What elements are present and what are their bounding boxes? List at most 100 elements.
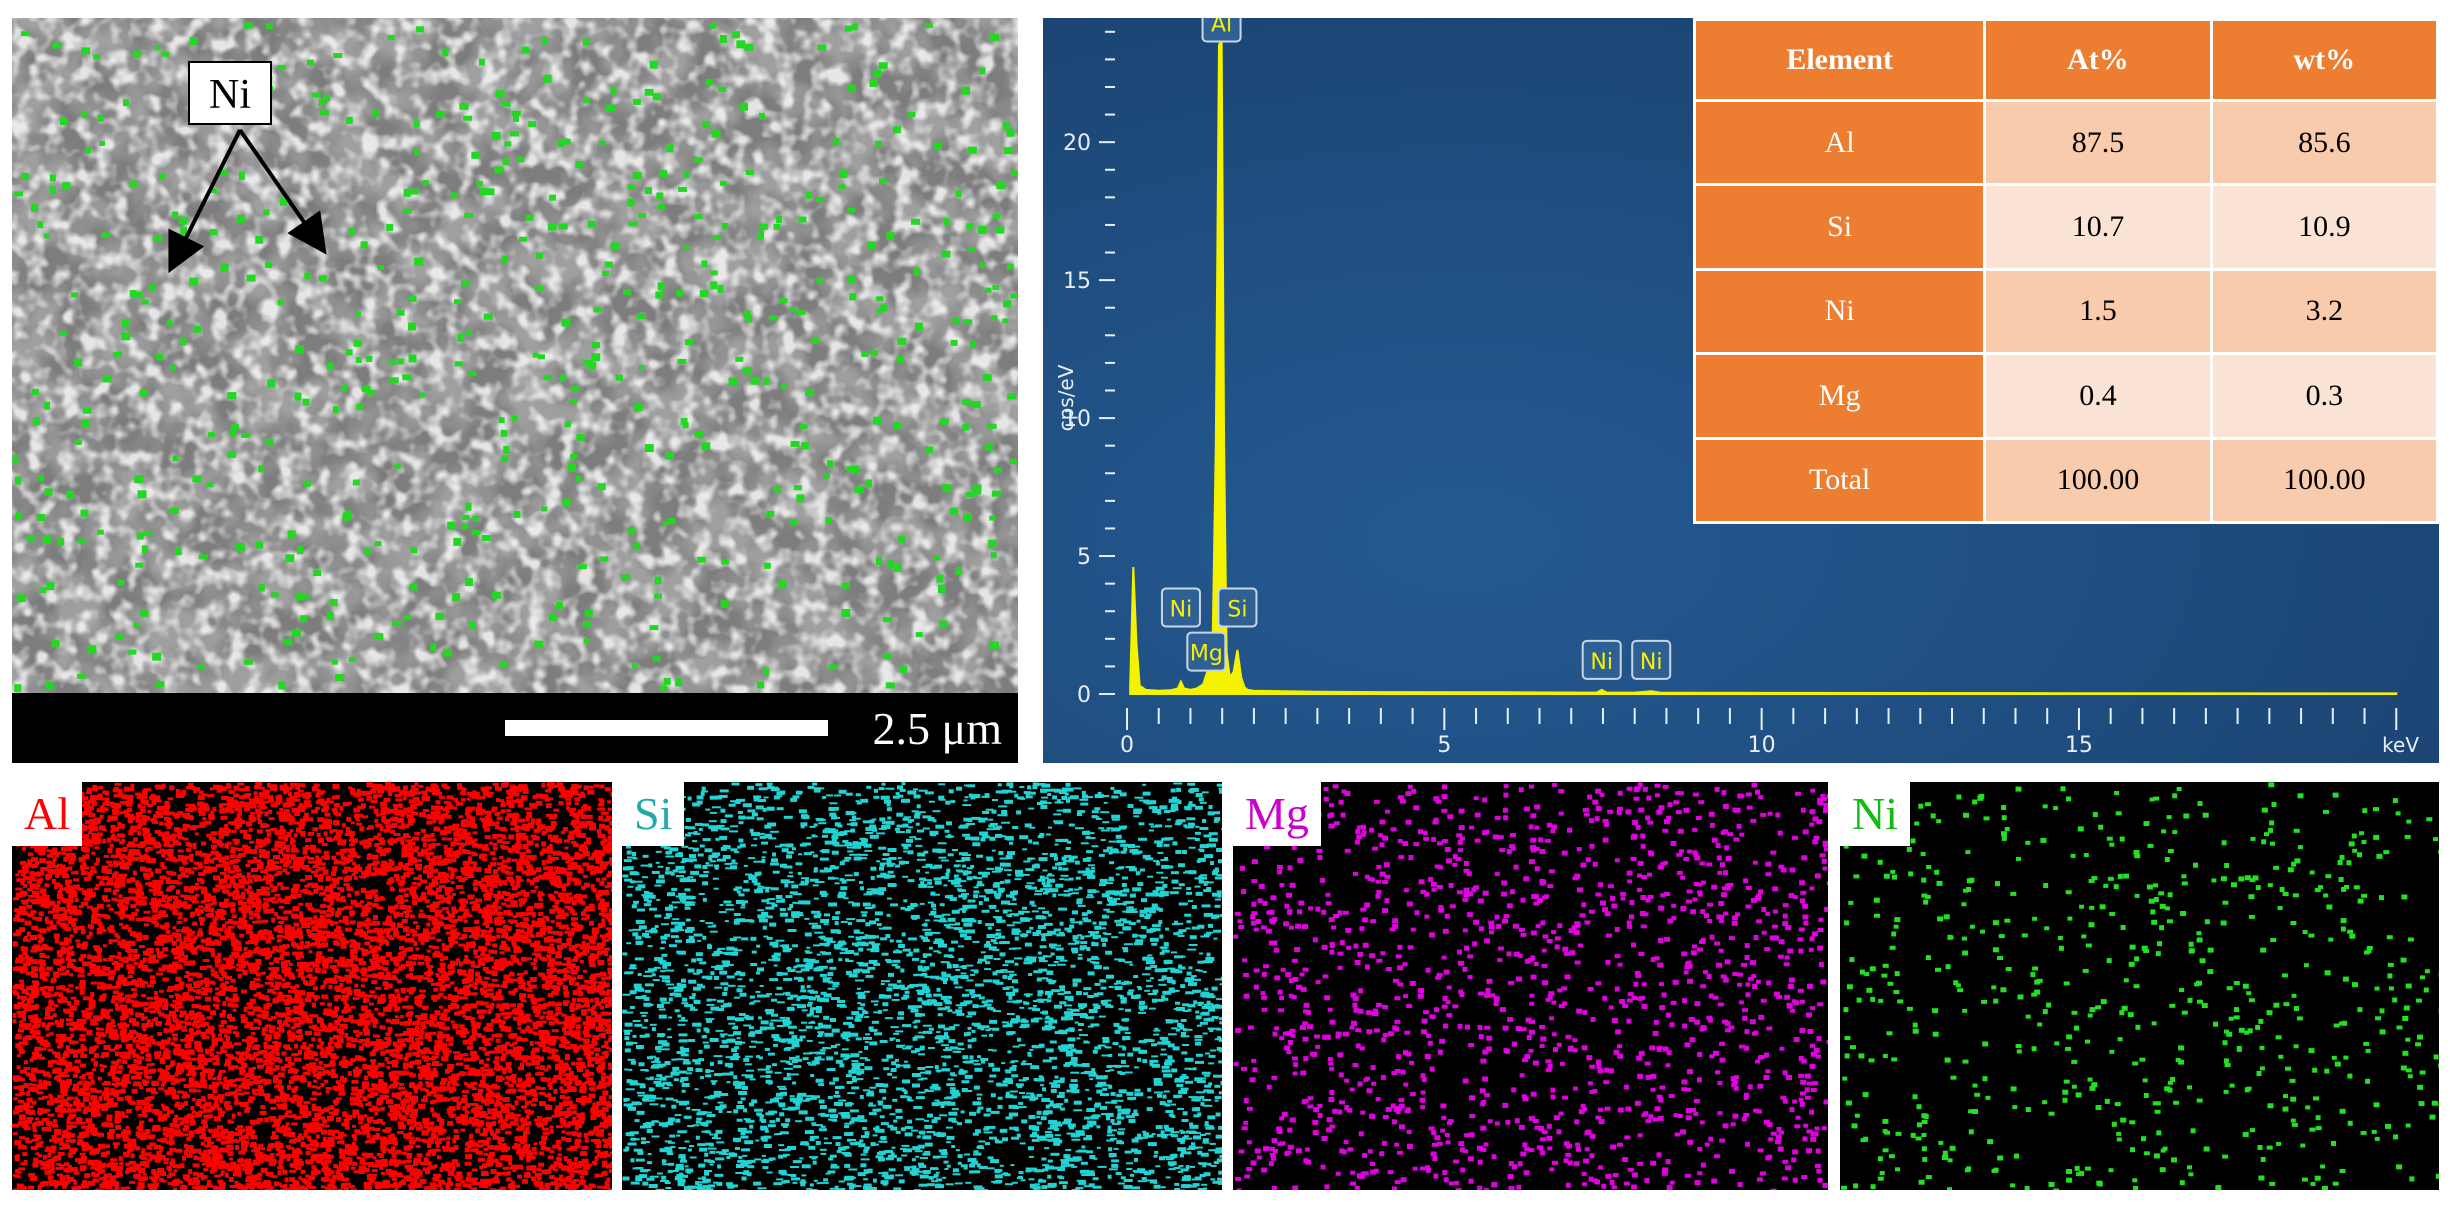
map-dot bbox=[129, 1012, 134, 1015]
map-dot bbox=[205, 1160, 213, 1165]
ni-particle bbox=[790, 307, 797, 312]
map-dot bbox=[61, 851, 66, 855]
map-dot bbox=[127, 975, 134, 979]
ni-particle bbox=[374, 633, 384, 640]
ni-particle bbox=[759, 112, 765, 120]
map-dot bbox=[441, 1042, 448, 1048]
map-dot bbox=[373, 894, 378, 899]
map-dot bbox=[608, 931, 612, 935]
map-dot bbox=[51, 878, 56, 884]
map-dot bbox=[65, 852, 73, 858]
map-dot bbox=[78, 1038, 86, 1041]
map-dot bbox=[219, 1173, 224, 1177]
map-dot bbox=[554, 1013, 559, 1017]
ni-particle bbox=[989, 515, 996, 521]
map-dot bbox=[331, 1130, 337, 1134]
map-dot bbox=[463, 919, 468, 923]
map-dot bbox=[217, 952, 222, 957]
map-dot bbox=[549, 1128, 554, 1134]
ni-particle bbox=[778, 580, 787, 589]
map-dot bbox=[460, 798, 466, 802]
map-dot bbox=[95, 1188, 100, 1190]
map-dot bbox=[57, 1137, 64, 1142]
map-dot bbox=[275, 984, 280, 990]
map-dot bbox=[103, 855, 109, 858]
map-dot bbox=[584, 882, 591, 888]
map-dot bbox=[505, 1090, 512, 1094]
map-dot bbox=[517, 972, 524, 976]
map-dot bbox=[89, 805, 94, 811]
map-dot bbox=[64, 1008, 72, 1014]
map-dot bbox=[129, 787, 135, 792]
map-dot bbox=[180, 872, 186, 878]
map-dot bbox=[239, 1162, 247, 1167]
map-dot bbox=[517, 803, 524, 808]
map-dot bbox=[453, 940, 459, 944]
map-dot bbox=[117, 848, 124, 852]
map-dot bbox=[102, 972, 110, 976]
map-dot bbox=[72, 1100, 80, 1106]
map-dot bbox=[596, 877, 600, 882]
map-dot bbox=[516, 1095, 523, 1099]
map-dot bbox=[186, 983, 192, 988]
map-dot bbox=[202, 807, 210, 811]
map-dot bbox=[610, 920, 612, 926]
ni-particle bbox=[955, 566, 962, 575]
ni-particle bbox=[977, 226, 987, 234]
map-dot bbox=[23, 1159, 28, 1165]
map-dot bbox=[154, 868, 161, 874]
map-dot bbox=[80, 868, 85, 872]
ni-particle bbox=[925, 446, 934, 454]
map-dot bbox=[605, 1004, 609, 1008]
map-dot bbox=[154, 1112, 161, 1116]
map-dot bbox=[206, 988, 213, 992]
map-dot bbox=[289, 1177, 296, 1181]
map-dot bbox=[117, 940, 125, 946]
map-dot bbox=[439, 1187, 444, 1190]
map-dot bbox=[328, 1022, 333, 1026]
map-dot bbox=[116, 983, 121, 989]
map-dot bbox=[465, 1176, 471, 1182]
map-dot bbox=[445, 853, 453, 858]
map-dot bbox=[466, 806, 472, 810]
ni-particle bbox=[793, 485, 802, 491]
ni-particle bbox=[702, 121, 710, 128]
map-dot bbox=[161, 939, 167, 944]
map-dot bbox=[359, 875, 367, 879]
map-dot bbox=[165, 877, 171, 883]
map-dot bbox=[349, 952, 354, 957]
map-dot bbox=[153, 814, 161, 819]
map-dot bbox=[245, 1178, 253, 1183]
map-dot bbox=[414, 782, 419, 787]
map-dot bbox=[316, 943, 322, 949]
map-dot bbox=[253, 1148, 261, 1153]
map-dot bbox=[230, 920, 237, 925]
table-row: Si 10.7 10.9 bbox=[1692, 183, 2439, 271]
ni-particle bbox=[117, 579, 125, 586]
map-dot bbox=[244, 1108, 250, 1113]
map-dot bbox=[157, 1167, 165, 1173]
map-dot bbox=[93, 1053, 99, 1059]
ni-particle bbox=[850, 465, 860, 474]
map-dot bbox=[140, 1016, 145, 1021]
map-dot bbox=[608, 1115, 612, 1121]
map-dot bbox=[167, 797, 174, 801]
map-dot bbox=[420, 1087, 427, 1091]
map-dot bbox=[565, 1138, 572, 1142]
map-dot bbox=[262, 919, 269, 923]
map-dot bbox=[409, 1126, 414, 1131]
map-dot bbox=[17, 1013, 25, 1018]
map-dot bbox=[91, 836, 99, 841]
map-dot bbox=[133, 1174, 141, 1179]
map-dot bbox=[490, 995, 497, 999]
map-dot bbox=[268, 967, 276, 971]
ni-particle bbox=[1007, 393, 1017, 400]
map-dot bbox=[30, 910, 37, 914]
map-dot bbox=[101, 1082, 109, 1086]
map-dot bbox=[319, 1002, 325, 1006]
map-dot bbox=[139, 1085, 144, 1090]
map-dot bbox=[257, 804, 262, 808]
map-dot bbox=[541, 848, 548, 854]
map-dot bbox=[72, 892, 78, 898]
ni-particle bbox=[847, 207, 856, 213]
